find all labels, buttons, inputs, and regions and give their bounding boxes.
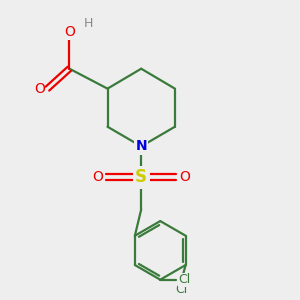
Text: S: S	[135, 168, 147, 186]
Text: O: O	[180, 170, 190, 184]
Text: O: O	[92, 170, 103, 184]
Text: O: O	[64, 25, 75, 39]
Text: O: O	[34, 82, 45, 96]
Text: Cl: Cl	[175, 283, 188, 296]
Text: N: N	[135, 140, 147, 153]
Text: H: H	[84, 17, 93, 30]
Text: Cl: Cl	[178, 273, 191, 286]
